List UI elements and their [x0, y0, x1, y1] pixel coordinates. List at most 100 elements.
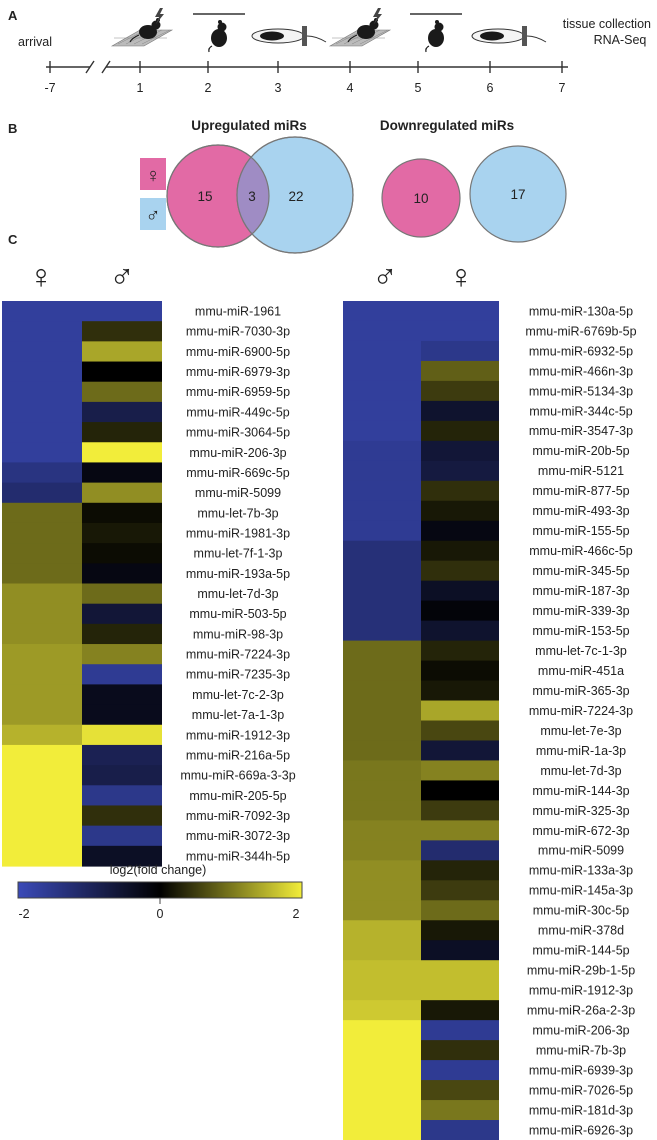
- heatmap-cell: [82, 341, 162, 363]
- heatmap-cell: [421, 760, 499, 782]
- panel-label-a: A: [8, 8, 18, 23]
- heatmap-cell: [2, 623, 82, 645]
- heatmap-cell: [421, 580, 499, 602]
- heatmap-row-label: mmu-miR-216a-5p: [186, 748, 290, 762]
- heatmap-cell: [82, 502, 162, 524]
- heatmap-cell: [421, 1000, 499, 1021]
- heatmap-cell: [343, 940, 421, 961]
- timeline-tick-label: 5: [415, 81, 422, 95]
- heatmap-cell: [421, 900, 499, 921]
- timeline-ticks: -7 1 2 3 4 5 6 7: [44, 61, 566, 95]
- timeline-rnaseq-label: RNA-Seq: [594, 33, 647, 47]
- heatmap-cell: [343, 580, 421, 602]
- heatmap-cell: [343, 860, 421, 881]
- heatmap-cell: [343, 360, 421, 382]
- heatmap-cell: [421, 840, 499, 861]
- heatmap-cell: [343, 1020, 421, 1041]
- heatmap-row-label: mmu-miR-29b-1-5p: [527, 964, 635, 978]
- heatmap-row-label: mmu-let-7d-3p: [540, 764, 621, 778]
- heatmap-row-label: mmu-let-7c-1-3p: [535, 644, 627, 658]
- heatmap-cell: [343, 301, 421, 322]
- venn-down-male-circle: [469, 145, 567, 243]
- colorbar-gradient: [17, 881, 303, 899]
- heatmap-cell: [2, 422, 82, 443]
- heatmap-cell: [343, 440, 421, 462]
- heatmap-row-label: mmu-miR-6926-3p: [529, 1123, 633, 1137]
- heatmap-row-label: mmu-miR-6769b-5p: [525, 324, 636, 338]
- heatmap-row-label: mmu-miR-344h-5p: [186, 849, 290, 863]
- venn-up-title: Upregulated miRs: [191, 118, 307, 133]
- heatmap-cell: [2, 785, 82, 807]
- heatmap-row-label: mmu-miR-345-5p: [532, 564, 629, 578]
- heatmap-row-label: mmu-miR-493-3p: [532, 504, 629, 518]
- heatmap-cell: [82, 422, 162, 443]
- heatmap-row-label: mmu-miR-451a: [538, 664, 624, 678]
- heatmap-cell: [343, 560, 421, 582]
- heatmap-row-label: mmu-let-7d-3p: [197, 587, 278, 601]
- heatmap-row-label: mmu-miR-466n-3p: [529, 364, 633, 378]
- heatmap-cell: [343, 920, 421, 941]
- timeline-axis: [46, 60, 568, 74]
- heatmap-cell: [343, 1080, 421, 1101]
- heatmap-cell: [421, 560, 499, 582]
- heatmap-cell: [421, 940, 499, 961]
- heatmap-cell: [421, 820, 499, 841]
- male-swatch: [140, 198, 166, 230]
- platform-icon: [410, 13, 462, 53]
- heatmap-left-col2-header: ♂: [109, 258, 135, 296]
- heatmap-cell: [343, 840, 421, 861]
- heatmap-cell: [2, 765, 82, 786]
- female-symbol-icon: ♀: [146, 165, 161, 187]
- heatmap-cell: [421, 1020, 499, 1041]
- heatmap-row-label: mmu-miR-7030-3p: [186, 325, 290, 339]
- heatmap-row-label: mmu-miR-6939-3p: [529, 1063, 633, 1077]
- heatmap-cell: [2, 301, 82, 322]
- heatmap-cell: [82, 664, 162, 685]
- heatmap-cell: [421, 780, 499, 802]
- timeline-tick-label: 6: [487, 81, 494, 95]
- heatmap-row-label: mmu-miR-503-5p: [189, 607, 286, 621]
- timeline-arrival-label: arrival: [18, 35, 52, 49]
- heatmap-cell: [2, 724, 82, 746]
- heatmap-row-label: mmu-miR-206-3p: [532, 1024, 629, 1038]
- heatmap-row-label: mmu-miR-5121: [538, 464, 624, 478]
- venn-up-overlap-count: 3: [248, 189, 256, 204]
- heatmap-cell: [421, 520, 499, 542]
- heatmap-cell: [421, 380, 499, 402]
- heatmap-cell: [421, 800, 499, 821]
- heatmap-cell: [421, 640, 499, 662]
- colorbar-label: log2(fold change): [110, 863, 207, 877]
- heatmap-cell: [421, 400, 499, 422]
- heatmap-row-label: mmu-miR-672-3p: [532, 824, 629, 838]
- heatmap-cell: [343, 1060, 421, 1081]
- heatmap-row-label: mmu-miR-3064-5p: [186, 426, 290, 440]
- heatmap-cell: [343, 820, 421, 841]
- footshock-icon: [110, 8, 174, 47]
- heatmap-cell: [421, 500, 499, 522]
- heatmap-cell: [343, 960, 421, 981]
- heatmap-cell: [421, 600, 499, 622]
- heatmap-row-label: mmu-miR-144-5p: [532, 944, 629, 958]
- timeline-tick-label: 4: [347, 81, 354, 95]
- heatmap-cell: [421, 920, 499, 941]
- heatmap-cell: [2, 522, 82, 544]
- heatmap-cell: [2, 502, 82, 524]
- female-swatch: [140, 158, 166, 190]
- heatmap-cell: [421, 700, 499, 722]
- heatmap-cell: [343, 460, 421, 482]
- heatmap-row-label: mmu-miR-1961: [195, 305, 281, 319]
- heatmap-row-label: mmu-miR-378d: [538, 924, 624, 938]
- heatmap-row-label: mmu-miR-6900-5p: [186, 345, 290, 359]
- heatmap-row-label: mmu-miR-187-3p: [532, 584, 629, 598]
- heatmap-cell: [2, 482, 82, 504]
- heatmap-cell: [82, 321, 162, 342]
- timeline-tick-label: -7: [44, 81, 55, 95]
- heatmap-downregulated: mmu-miR-130a-5p mmu-miR-6769b-5p mmu-miR-6…: [343, 301, 637, 1140]
- heatmap-cell: [82, 462, 162, 484]
- heatmap-row-label: mmu-miR-1a-3p: [536, 744, 626, 758]
- heatmap-cell: [82, 825, 162, 847]
- heatmap-cell: [343, 620, 421, 642]
- heatmap-cell: [421, 1080, 499, 1101]
- heatmap-cell: [82, 361, 162, 383]
